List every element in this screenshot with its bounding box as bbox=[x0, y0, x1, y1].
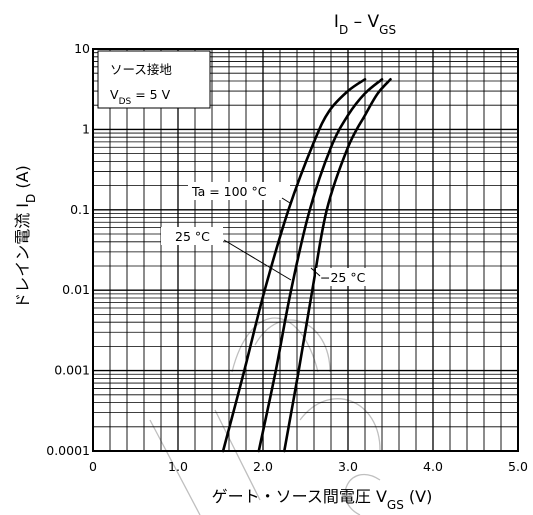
series-line-2 bbox=[283, 78, 392, 453]
x-tick-label: 3.0 bbox=[338, 459, 358, 474]
plot-frame bbox=[92, 48, 519, 452]
tick-labels: 0 1.0 2.0 3.0 4.0 5.0 0.0001 0.001 0.01 0.1 1 10 bbox=[46, 41, 528, 474]
x-tick-label: 5.0 bbox=[508, 459, 528, 474]
x-tick-label: 1.0 bbox=[168, 459, 188, 474]
chart-title: ID – VGS bbox=[334, 12, 396, 37]
y-tick-label: 10 bbox=[74, 41, 90, 56]
x-tick-label: 4.0 bbox=[423, 459, 443, 474]
x-tick-label: 2.0 bbox=[253, 459, 273, 474]
y-tick-label: 1 bbox=[82, 121, 90, 136]
condition-box: ソース接地 VDS = 5 V bbox=[97, 50, 211, 109]
y-tick-label: 0.1 bbox=[70, 202, 90, 217]
annotation-minus-25: −25 °C bbox=[320, 270, 366, 285]
series-line-0 bbox=[221, 78, 367, 453]
x-tick-label: 0 bbox=[89, 459, 97, 474]
annotation-ta-100: Ta = 100 °C bbox=[191, 184, 267, 199]
y-tick-label: 0.001 bbox=[54, 363, 90, 378]
series-line-1 bbox=[257, 78, 384, 453]
condition-line-1: ソース接地 bbox=[110, 62, 172, 77]
annotation-25: 25 °C bbox=[175, 229, 210, 244]
series-annotations: Ta = 100 °C 25 °C −25 °C bbox=[161, 182, 374, 286]
y-tick-label: 0.0001 bbox=[46, 443, 90, 458]
grid bbox=[93, 49, 518, 452]
x-axis-label: ゲート・ソース間電圧 VGS (V) bbox=[212, 487, 433, 512]
curves bbox=[221, 78, 392, 453]
condition-line-2: VDS = 5 V bbox=[110, 87, 171, 107]
y-axis-label: ドレイン電流 ID (A) bbox=[13, 165, 38, 309]
y-tick-label: 0.01 bbox=[62, 282, 90, 297]
